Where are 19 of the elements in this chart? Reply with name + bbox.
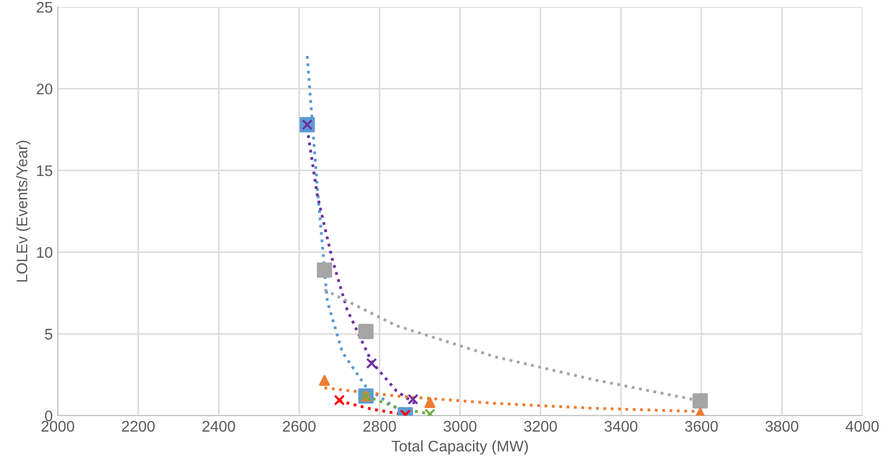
x-tick-label: 3600 — [685, 420, 718, 432]
x-tick-label: 3400 — [604, 420, 638, 432]
x-tick-label: 2600 — [282, 420, 316, 432]
x-tick-label: 3200 — [524, 420, 557, 432]
y-tick-label: 15 — [37, 165, 52, 176]
x-tick-label: 3000 — [444, 420, 476, 432]
x-tick-label: 2400 — [202, 420, 236, 432]
x-axis-title: Total Capacity (MW) — [392, 440, 528, 455]
x-tick-label: 3800 — [765, 420, 798, 432]
y-tick-label: 25 — [36, 2, 52, 13]
y-tick-label: 10 — [37, 247, 52, 258]
y-axis-title: LOLEv (Events/Year) — [16, 140, 30, 282]
x-tick-label: 2800 — [363, 420, 396, 432]
x-tick-label: 2200 — [122, 420, 155, 432]
y-tick-label: 20 — [36, 84, 52, 94]
x-tick-label: 2000 — [42, 420, 74, 432]
y-tick-label: 0 — [45, 410, 52, 422]
x-tick-label: 4000 — [846, 420, 879, 432]
y-tick-label: 5 — [45, 328, 52, 340]
